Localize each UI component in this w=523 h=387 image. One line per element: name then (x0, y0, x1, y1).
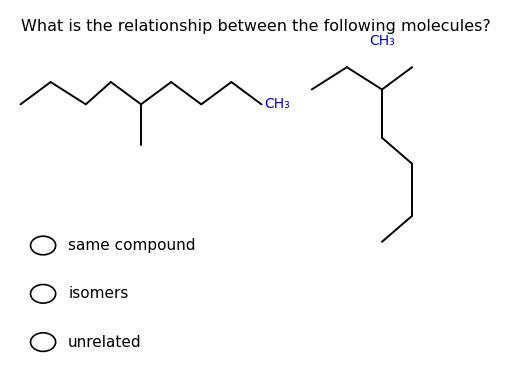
Text: CH₃: CH₃ (264, 98, 290, 111)
Text: isomers: isomers (68, 286, 129, 301)
Text: same compound: same compound (68, 238, 196, 253)
Text: CH₃: CH₃ (369, 34, 395, 48)
Text: unrelated: unrelated (68, 335, 142, 349)
Text: What is the relationship between the following molecules?: What is the relationship between the fol… (20, 19, 490, 34)
